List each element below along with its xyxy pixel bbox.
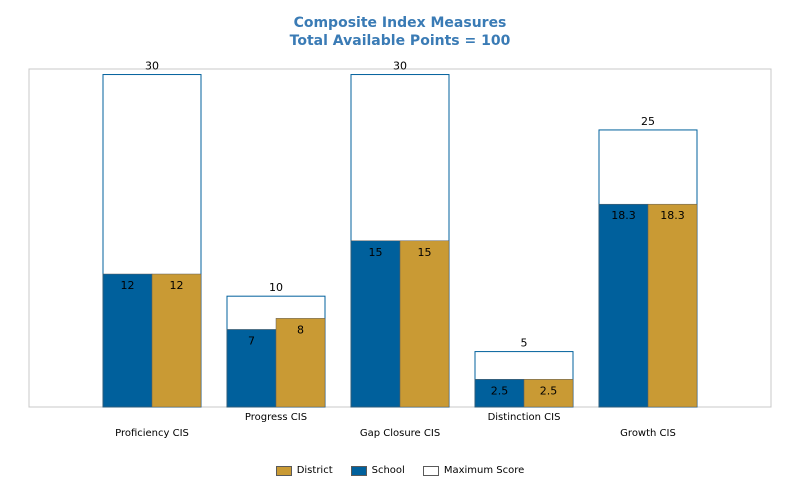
data-label-district: 12	[170, 279, 184, 292]
chart-title: Composite Index Measures	[293, 15, 507, 31]
x-tick-label: Proficiency CIS	[115, 428, 189, 439]
legend-label-school: School	[371, 465, 405, 476]
data-label-school: 12	[121, 279, 135, 292]
legend-swatch-maximum-score	[422, 465, 439, 476]
bar-district	[399, 240, 450, 408]
bar-school	[226, 329, 277, 408]
bar-district	[523, 379, 574, 408]
legend-label-district: District	[296, 465, 333, 476]
data-label-maximum-score: 30	[393, 60, 407, 73]
data-label-maximum-score: 30	[145, 60, 159, 73]
data-label-district: 15	[418, 246, 432, 259]
bar-school	[474, 379, 525, 408]
data-label-district: 8	[297, 323, 304, 336]
data-label-school: 2.5	[491, 384, 509, 397]
bar-district	[275, 318, 326, 408]
data-label-school: 15	[369, 246, 383, 259]
data-label-maximum-score: 25	[641, 115, 655, 128]
x-tick-label: Gap Closure CIS	[360, 428, 440, 439]
legend-label-maximum-score: Maximum Score	[443, 465, 525, 476]
legend-item-maximum-score: Maximum Score	[422, 465, 525, 476]
legend-swatch-district	[275, 465, 292, 476]
bar-school	[102, 273, 153, 408]
bar-school	[350, 240, 401, 408]
data-label-maximum-score: 10	[269, 281, 283, 294]
x-tick-label: Progress CIS	[245, 412, 307, 423]
data-label-maximum-score: 5	[521, 337, 528, 350]
bar-district	[647, 203, 698, 408]
chart-subtitle: Total Available Points = 100	[289, 33, 511, 49]
data-label-district: 2.5	[540, 384, 558, 397]
legend: District School Maximum Score	[0, 465, 800, 476]
x-tick-label: Growth CIS	[620, 428, 676, 439]
legend-swatch-school	[350, 465, 367, 476]
chart-title-block: Composite Index Measures Total Available…	[0, 14, 800, 50]
data-label-school: 7	[248, 334, 255, 347]
x-tick-label: Distinction CIS	[488, 412, 561, 423]
bar-school	[598, 203, 649, 408]
legend-item-school: School	[350, 465, 405, 476]
bar-district	[151, 273, 202, 408]
legend-item-district: District	[275, 465, 333, 476]
data-label-district: 18.3	[660, 209, 685, 222]
data-label-school: 18.3	[611, 209, 636, 222]
